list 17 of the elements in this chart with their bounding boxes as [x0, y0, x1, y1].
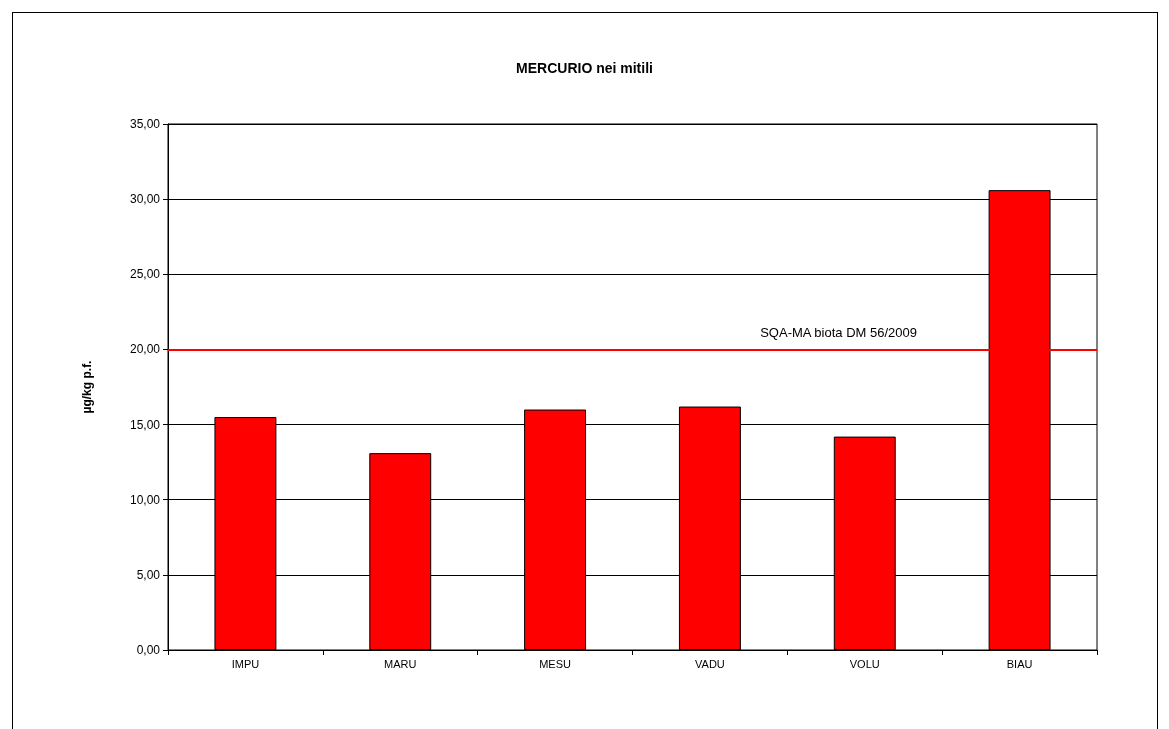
y-axis-title: µg/kg p.f. — [80, 360, 94, 414]
y-tick-label: 5,00 — [136, 567, 161, 582]
x-tick-label: IMPU — [231, 657, 260, 670]
y-tick-label: 15,00 — [129, 417, 161, 432]
x-tick-label: VADU — [695, 657, 725, 670]
x-tick-label: VOLU — [849, 657, 880, 670]
y-tick-label: 0,00 — [136, 643, 161, 657]
y-tick-label: 10,00 — [129, 492, 161, 507]
y-tick-label: 25,00 — [129, 267, 161, 282]
y-tick-label: 20,00 — [129, 342, 161, 357]
y-tick-label: 35,00 — [129, 117, 161, 131]
x-tick-label: MARU — [384, 657, 417, 670]
chart-title: MERCURIO nei mitili — [516, 60, 653, 76]
x-tick-label: MESU — [539, 657, 572, 670]
x-tick-label: BIAU — [1006, 657, 1033, 670]
ref-line-label: SQA-MA biota DM 56/2009 — [760, 325, 917, 341]
y-tick-label: 30,00 — [129, 192, 161, 207]
